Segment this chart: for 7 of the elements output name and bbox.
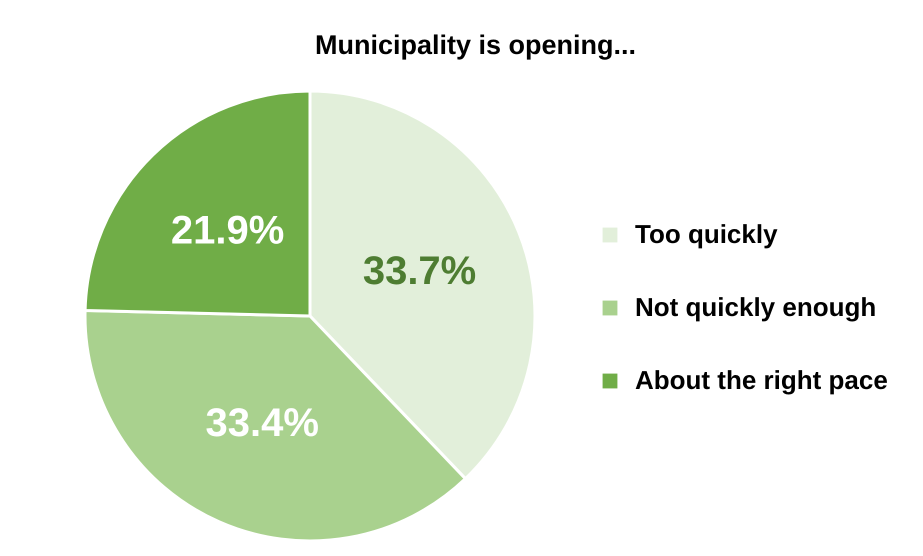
data-label: 33.4% xyxy=(206,400,319,445)
legend-label: About the right pace xyxy=(635,365,888,395)
legend-label: Too quickly xyxy=(635,219,778,249)
legend-label: Not quickly enough xyxy=(635,292,876,322)
data-label: 33.7% xyxy=(362,249,476,294)
data-label: 21.9% xyxy=(170,208,284,253)
chart-title: Municipality is opening... xyxy=(314,30,636,60)
